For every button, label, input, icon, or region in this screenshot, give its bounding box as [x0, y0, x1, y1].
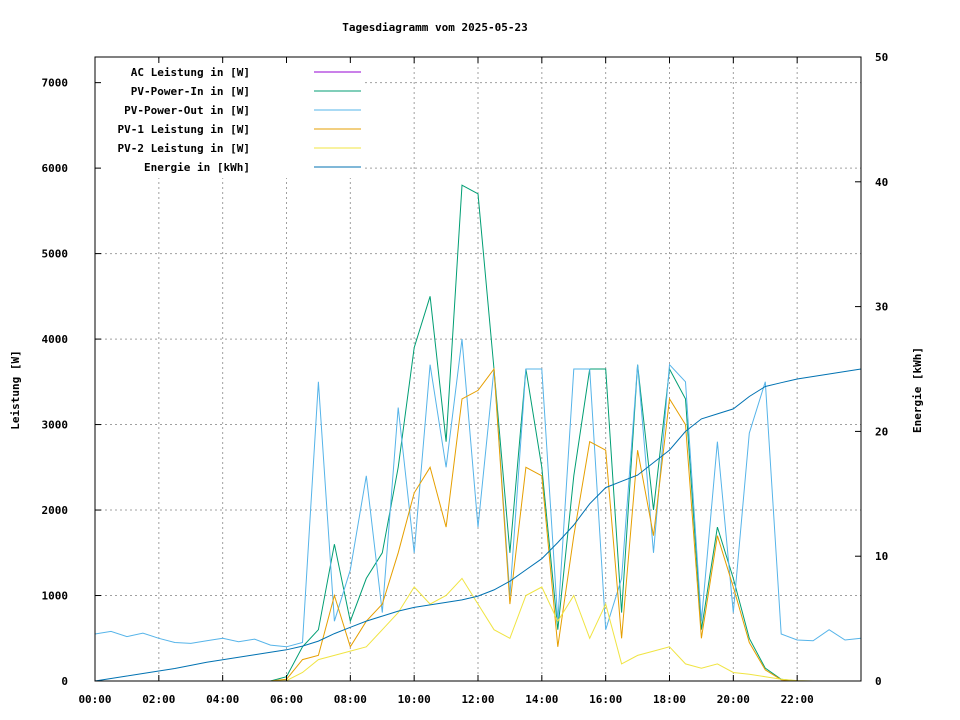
- x-tick-label: 16:00: [589, 693, 622, 706]
- legend-label: PV-Power-Out in [W]: [124, 104, 250, 117]
- legend-label: AC Leistung in [W]: [131, 66, 250, 79]
- legend-label: Energie in [kWh]: [144, 161, 250, 174]
- x-tick-label: 20:00: [717, 693, 750, 706]
- x-tick-label: 22:00: [781, 693, 814, 706]
- legend: AC Leistung in [W] PV-Power-In in [W] PV-P…: [96, 60, 364, 178]
- x-tick-label: 10:00: [398, 693, 431, 706]
- y-tick-label: 2000: [42, 504, 69, 517]
- y-tick-label: 1000: [42, 590, 69, 603]
- legend-label: PV-Power-In in [W]: [131, 85, 250, 98]
- y2-tick-label: 40: [875, 176, 888, 189]
- ticks: 00:00 02:00 04:00 06:00 08:00 10:00 12:00 14:00…: [42, 51, 889, 706]
- legend-background: [96, 60, 364, 178]
- y2-tick-label: 20: [875, 425, 888, 438]
- y2-tick-label: 10: [875, 550, 888, 563]
- y-tick-label: 5000: [42, 248, 69, 261]
- x-tick-label: 00:00: [78, 693, 111, 706]
- x-tick-label: 06:00: [270, 693, 303, 706]
- y-tick-label: 7000: [42, 77, 69, 90]
- x-tick-label: 12:00: [461, 693, 494, 706]
- legend-label: PV-2 Leistung in [W]: [118, 142, 250, 155]
- x-tick-label: 08:00: [334, 693, 367, 706]
- x-tick-label: 18:00: [653, 693, 686, 706]
- x-tick-label: 04:00: [206, 693, 239, 706]
- y-tick-label: 3000: [42, 419, 69, 432]
- chart-title: Tagesdiagramm vom 2025-05-23: [342, 21, 527, 34]
- series-line-energie: [94, 368, 862, 682]
- y-axis-label: Leistung [W]: [9, 350, 22, 429]
- y-tick-label: 6000: [42, 162, 69, 175]
- legend-label: PV-1 Leistung in [W]: [118, 123, 250, 136]
- y2-tick-label: 0: [875, 675, 882, 688]
- x-tick-label: 02:00: [142, 693, 175, 706]
- y2-tick-label: 50: [875, 51, 888, 64]
- series-line-pv-power-out: [94, 339, 862, 648]
- y-tick-label: 0: [61, 675, 68, 688]
- y2-axis-label: Energie [kWh]: [911, 347, 924, 433]
- series-group: [94, 184, 862, 682]
- y-tick-label: 4000: [42, 333, 69, 346]
- x-tick-label: 14:00: [525, 693, 558, 706]
- y2-tick-label: 30: [875, 301, 888, 314]
